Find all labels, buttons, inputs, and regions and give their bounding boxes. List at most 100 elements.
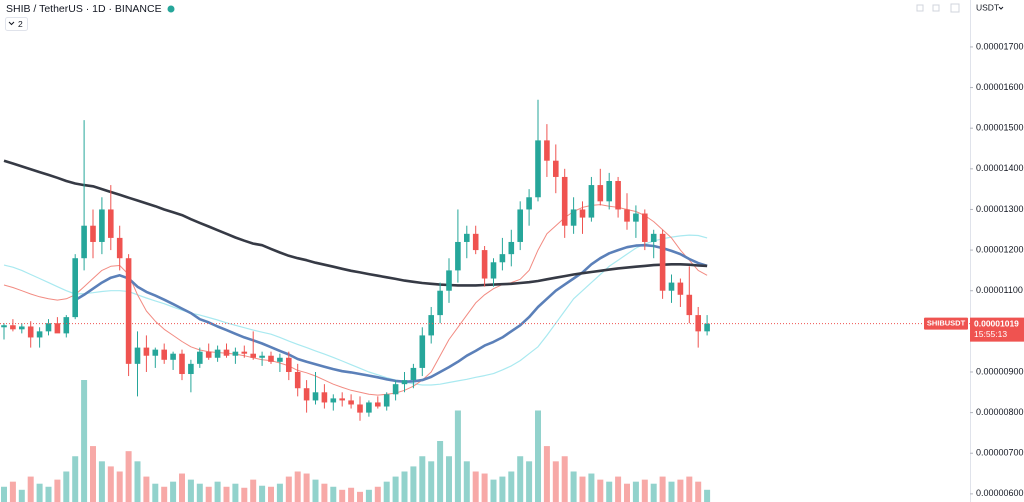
candle-body	[428, 315, 434, 336]
volume-bar	[321, 483, 328, 502]
volume-bar	[98, 461, 105, 502]
candle-body	[259, 355, 265, 358]
candle-body	[535, 140, 541, 198]
volume-bar	[650, 483, 657, 502]
candle-body	[116, 237, 123, 259]
last-price-label: 0.00001019	[974, 318, 1019, 328]
volume-bar	[641, 479, 648, 502]
volume-bar	[1, 486, 7, 502]
y-tick-label: 0.00000600	[976, 488, 1024, 498]
candle-body	[553, 160, 559, 177]
volume-bar	[606, 481, 613, 502]
volume-bar	[339, 489, 346, 502]
candle-body	[677, 282, 684, 295]
volume-bar	[365, 489, 372, 502]
volume-bar	[259, 485, 266, 502]
volume-bar	[446, 456, 452, 502]
volume-bar	[392, 476, 399, 502]
candle-body	[686, 294, 693, 316]
candle-body	[286, 357, 292, 372]
candle-body	[152, 349, 159, 356]
volume-bar	[63, 471, 70, 502]
chevron	[998, 6, 1004, 10]
candle-body	[188, 363, 194, 375]
y-tick-label: 0.00000900	[976, 366, 1024, 376]
candle-body	[410, 367, 417, 381]
volume-bar	[570, 471, 577, 502]
indicator-toggle[interactable]	[5, 17, 28, 31]
price-tag	[970, 317, 1024, 342]
status-dot	[167, 5, 175, 13]
volume-bar	[72, 456, 79, 502]
volume-bar	[250, 479, 257, 502]
volume-bar	[472, 471, 479, 502]
candle-body	[464, 233, 470, 242]
volume-bar	[276, 483, 283, 502]
candle-body	[143, 347, 150, 356]
candle-body	[606, 181, 612, 202]
volume-bar	[125, 451, 132, 502]
candle-body	[1, 325, 7, 328]
candle-body	[10, 325, 16, 330]
volume-bar	[535, 410, 541, 502]
volume-bar	[632, 481, 639, 502]
candle-body	[214, 349, 221, 358]
candle-body	[339, 398, 345, 401]
candle-body	[54, 323, 61, 334]
volume-bar	[428, 461, 435, 502]
candle-body	[19, 326, 25, 330]
moving-average-line	[3, 234, 708, 386]
candle-body	[205, 351, 212, 358]
candle-body	[401, 380, 408, 385]
candle-body	[27, 326, 34, 338]
candle-body	[170, 353, 176, 360]
candle-body	[446, 270, 452, 291]
volume-bar	[187, 479, 194, 502]
candle-body	[588, 185, 595, 218]
candle-body	[250, 353, 256, 358]
volume-bar	[90, 446, 96, 502]
candle-body	[223, 349, 230, 356]
candle-body	[90, 225, 96, 242]
candle-body	[695, 315, 701, 332]
candle-body	[508, 241, 515, 255]
volume-bar	[170, 481, 177, 502]
candle-body	[472, 233, 479, 251]
candle-body	[704, 323, 710, 332]
volume-layer	[1, 380, 711, 502]
candle-body	[490, 262, 497, 279]
volume-bar	[401, 471, 408, 502]
candle-body	[383, 394, 390, 407]
candle-body	[108, 209, 114, 238]
volume-bar	[330, 486, 337, 502]
volume-bar	[677, 479, 684, 502]
volume-bar	[374, 486, 381, 502]
y-tick-label: 0.00001200	[976, 244, 1024, 254]
candle-body	[668, 282, 675, 291]
volume-bar	[668, 481, 675, 502]
volume-bar	[179, 473, 185, 502]
candle-body	[36, 331, 43, 338]
volume-bar	[517, 456, 524, 502]
volume-bar	[579, 476, 586, 502]
indicator-count: 2	[18, 19, 23, 29]
candle-body	[241, 351, 248, 354]
volume-bar	[659, 476, 666, 502]
volume-bar	[419, 456, 426, 502]
volume-bar	[481, 473, 488, 502]
volume-bar	[196, 483, 203, 502]
currency-label[interactable]: USDT	[976, 2, 999, 12]
candle-body	[392, 384, 399, 395]
candle-body	[375, 402, 381, 407]
volume-bar	[686, 476, 693, 502]
volume-bar	[588, 473, 595, 502]
volume-bar	[410, 466, 417, 502]
volume-bar	[241, 487, 248, 502]
volume-bar	[27, 476, 34, 502]
candle-body	[437, 290, 443, 316]
y-tick-label: 0.00001400	[976, 163, 1024, 173]
volume-bar	[205, 486, 212, 502]
candle-body	[615, 181, 621, 210]
candle-body	[312, 392, 319, 401]
